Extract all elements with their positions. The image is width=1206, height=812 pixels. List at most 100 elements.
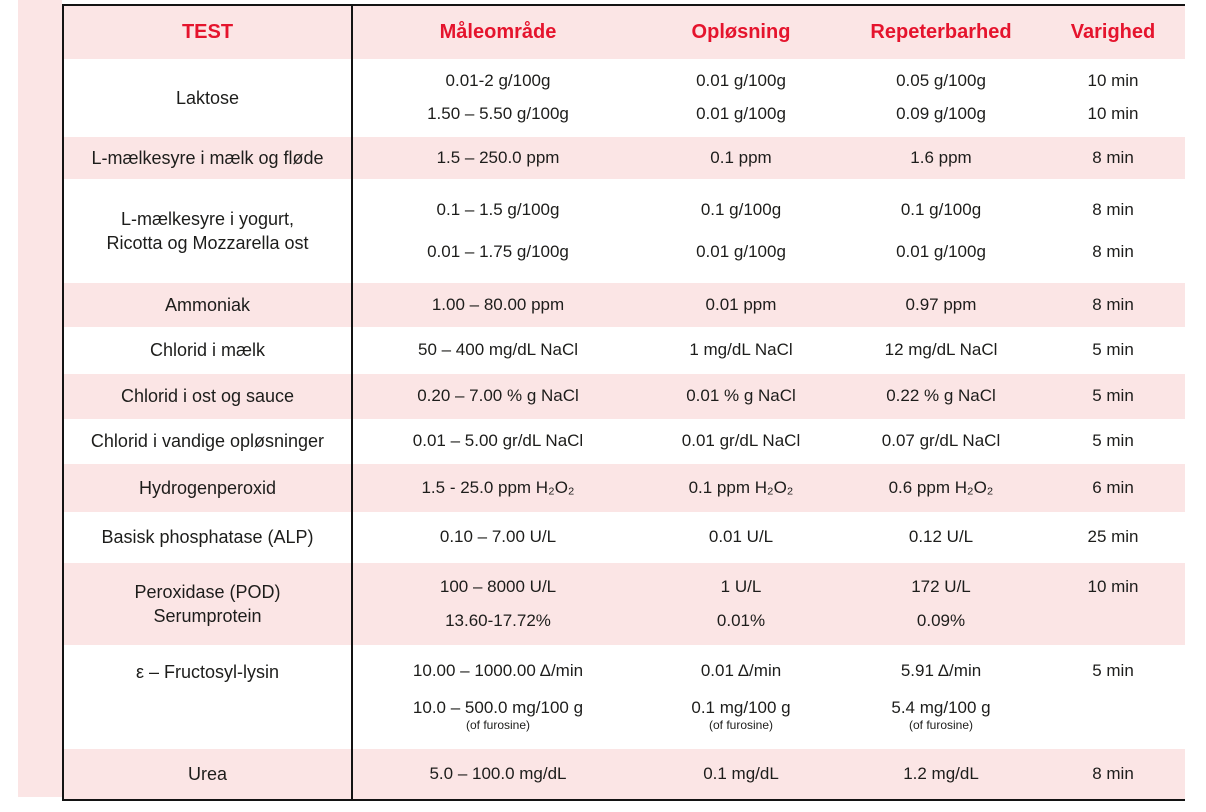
resolution-value-text: 1 mg/dL NaCl bbox=[689, 340, 793, 360]
value-line: 100 – 8000 U/L 1 U/L 172 U/L 10 min bbox=[353, 577, 1185, 597]
repeatability-value-text: 5.91 Δ/min bbox=[900, 661, 982, 681]
table-row: Urea 5.0 – 100.0 mg/dL 0.1 mg/dL 1.2 mg/dL 8… bbox=[64, 749, 1185, 799]
value-lines: 1.00 – 80.00 ppm 0.01 ppm 0.97 ppm 8 min bbox=[353, 283, 1185, 327]
repeatability-value: 0.22 % g NaCl bbox=[839, 386, 1043, 406]
value-line: 1.5 – 250.0 ppm 0.1 ppm 1.6 ppm 8 min bbox=[353, 148, 1185, 168]
test-name: Peroxidase (POD) bbox=[134, 581, 281, 602]
repeatability-value-text: 0.22 % g NaCl bbox=[886, 386, 996, 406]
duration-value: 8 min bbox=[1043, 295, 1183, 315]
test-name: L-mælkesyre i yogurt, bbox=[120, 208, 295, 229]
value-line: 1.50 – 5.50 g/100g 0.01 g/100g 0.09 g/100g… bbox=[353, 104, 1185, 124]
resolution-value: 0.01% bbox=[643, 611, 839, 631]
column-header-test: TEST bbox=[64, 6, 353, 59]
range-value: 0.10 – 7.00 U/L bbox=[353, 527, 643, 547]
resolution-value: 1 mg/dL NaCl bbox=[643, 340, 839, 360]
duration-value: 8 min bbox=[1043, 200, 1183, 220]
range-value-text: 0.01 – 1.75 g/100g bbox=[427, 241, 569, 261]
resolution-value: 0.1 mg/dL bbox=[643, 764, 839, 784]
range-value-text: 10.0 – 500.0 mg/100 g bbox=[412, 698, 584, 718]
repeatability-value: 0.01 g/100g bbox=[839, 242, 1043, 262]
range-value-text: 0.01-2 g/100g bbox=[445, 71, 551, 91]
range-value-text: 1.5 – 250.0 ppm bbox=[436, 147, 560, 167]
resolution-value-text: 0.1 ppm H₂O₂ bbox=[688, 477, 794, 497]
repeatability-value: 12 mg/dL NaCl bbox=[839, 340, 1043, 360]
range-value-text: 50 – 400 mg/dL NaCl bbox=[417, 340, 579, 360]
test-name: Serumprotein bbox=[153, 606, 262, 626]
repeatability-value-text: 172 U/L bbox=[911, 576, 971, 596]
duration-value: 5 min bbox=[1043, 661, 1183, 681]
duration-value-text: 25 min bbox=[1087, 527, 1139, 547]
decorative-stripe bbox=[18, 0, 62, 797]
test-name-cell: Ammoniak bbox=[64, 283, 353, 327]
repeatability-value-text: 0.6 ppm H₂O₂ bbox=[888, 477, 994, 497]
test-name: Chlorid i ost og sauce bbox=[120, 386, 295, 407]
column-header-range: Måleområde bbox=[439, 21, 557, 43]
repeatability-value: 0.1 g/100g bbox=[839, 200, 1043, 220]
test-name-cell: L-mælkesyre i yogurt, Ricotta og Mozzarel… bbox=[64, 179, 353, 283]
range-value: 10.0 – 500.0 mg/100 g (of furosine) bbox=[353, 698, 643, 733]
repeatability-value: 1.2 mg/dL bbox=[839, 764, 1043, 784]
duration-value-text: 5 min bbox=[1092, 340, 1134, 360]
range-value: 0.01 – 1.75 g/100g bbox=[353, 242, 643, 262]
duration-value: 10 min bbox=[1043, 577, 1183, 597]
test-name: Chlorid i vandige opløsninger bbox=[90, 431, 325, 452]
repeatability-value: 0.6 ppm H₂O₂ bbox=[839, 478, 1043, 498]
duration-value: 5 min bbox=[1043, 386, 1183, 406]
value-lines: 0.01 – 5.00 gr/dL NaCl 0.01 gr/dL NaCl 0.0… bbox=[353, 419, 1185, 464]
range-value: 0.1 – 1.5 g/100g bbox=[353, 200, 643, 220]
resolution-value-text: 0.01 gr/dL NaCl bbox=[681, 431, 801, 451]
repeatability-value-text: 0.1 g/100g bbox=[900, 200, 982, 220]
test-name-cell: Hydrogenperoxid bbox=[64, 464, 353, 512]
repeatability-value: 5.91 Δ/min bbox=[839, 661, 1043, 681]
table-row: L-mælkesyre i yogurt, Ricotta og Mozzarel… bbox=[64, 179, 1185, 283]
duration-value: 10 min bbox=[1043, 104, 1183, 124]
column-header-repeatability: Repeterbarhed bbox=[870, 21, 1012, 43]
value-line: 5.0 – 100.0 mg/dL 0.1 mg/dL 1.2 mg/dL 8 min bbox=[353, 764, 1185, 784]
test-name-cell: Laktose bbox=[64, 59, 353, 137]
table-body: Laktose 0.01-2 g/100g 0.01 g/100g 0.05 g/10… bbox=[64, 59, 1185, 799]
range-value: 50 – 400 mg/dL NaCl bbox=[353, 340, 643, 360]
test-name-cell: L-mælkesyre i mælk og fløde bbox=[64, 137, 353, 179]
resolution-value-text: 1 U/L bbox=[720, 576, 762, 596]
duration-value-text: 5 min bbox=[1092, 386, 1134, 406]
table-header-value-columns: Måleområde Opløsning Repeterbarhed Varig… bbox=[353, 6, 1185, 59]
table-row: Peroxidase (POD) Serumprotein 100 – 8000 U… bbox=[64, 563, 1185, 645]
duration-value: 5 min bbox=[1043, 431, 1183, 451]
value-lines: 0.20 – 7.00 % g NaCl 0.01 % g NaCl 0.22 % … bbox=[353, 374, 1185, 419]
resolution-value-text: 0.1 g/100g bbox=[700, 200, 782, 220]
resolution-value: 0.1 g/100g bbox=[643, 200, 839, 220]
value-line: 1.5 - 25.0 ppm H₂O₂ 0.1 ppm H₂O₂ 0.6 ppm H… bbox=[353, 478, 1185, 498]
duration-value: 8 min bbox=[1043, 148, 1183, 168]
resolution-value-text: 0.01 g/100g bbox=[696, 241, 786, 261]
repeatability-value: 0.05 g/100g bbox=[839, 71, 1043, 91]
repeatability-value-text: 0.09 g/100g bbox=[896, 104, 986, 124]
table-row: Laktose 0.01-2 g/100g 0.01 g/100g 0.05 g/10… bbox=[64, 59, 1185, 137]
duration-value-text: 8 min bbox=[1092, 200, 1134, 220]
value-line: 10.0 – 500.0 mg/100 g (of furosine) 0.1 mg… bbox=[353, 698, 1185, 733]
repeatability-value-text: 0.05 g/100g bbox=[896, 71, 986, 91]
resolution-value: 0.01 g/100g bbox=[643, 104, 839, 124]
column-header-test-label: TEST bbox=[181, 21, 234, 43]
value-lines: 0.01-2 g/100g 0.01 g/100g 0.05 g/100g 10 mi… bbox=[353, 59, 1185, 137]
range-value-text: 0.01 – 5.00 gr/dL NaCl bbox=[412, 431, 584, 451]
table-row: Chlorid i ost og sauce 0.20 – 7.00 % g Na… bbox=[64, 374, 1185, 419]
resolution-value: 0.1 ppm H₂O₂ bbox=[643, 478, 839, 498]
resolution-value-text: 0.01 g/100g bbox=[696, 104, 786, 124]
resolution-value: 0.01 g/100g bbox=[643, 242, 839, 262]
table-row: Basisk phosphatase (ALP) 0.10 – 7.00 U/L 0… bbox=[64, 512, 1185, 563]
column-header-duration: Varighed bbox=[1070, 21, 1156, 43]
resolution-value-text: 0.01 ppm bbox=[705, 294, 777, 314]
duration-value: 8 min bbox=[1043, 242, 1183, 262]
range-value-text: 1.50 – 5.50 g/100g bbox=[427, 104, 569, 124]
resolution-value-text: 0.01 g/100g bbox=[696, 71, 786, 91]
resolution-value: 0.1 mg/100 g (of furosine) bbox=[643, 698, 839, 733]
repeatability-value: 172 U/L bbox=[839, 577, 1043, 597]
range-value: 0.20 – 7.00 % g NaCl bbox=[353, 386, 643, 406]
resolution-value-text: 0.01 U/L bbox=[708, 527, 774, 547]
duration-value-text: 10 min bbox=[1087, 104, 1139, 124]
duration-value: 5 min bbox=[1043, 340, 1183, 360]
range-value-text: 100 – 8000 U/L bbox=[439, 576, 557, 596]
duration-value-text: 8 min bbox=[1092, 763, 1134, 783]
resolution-value: 0.1 ppm bbox=[643, 148, 839, 168]
repeatability-value-text: 0.09% bbox=[916, 610, 966, 630]
